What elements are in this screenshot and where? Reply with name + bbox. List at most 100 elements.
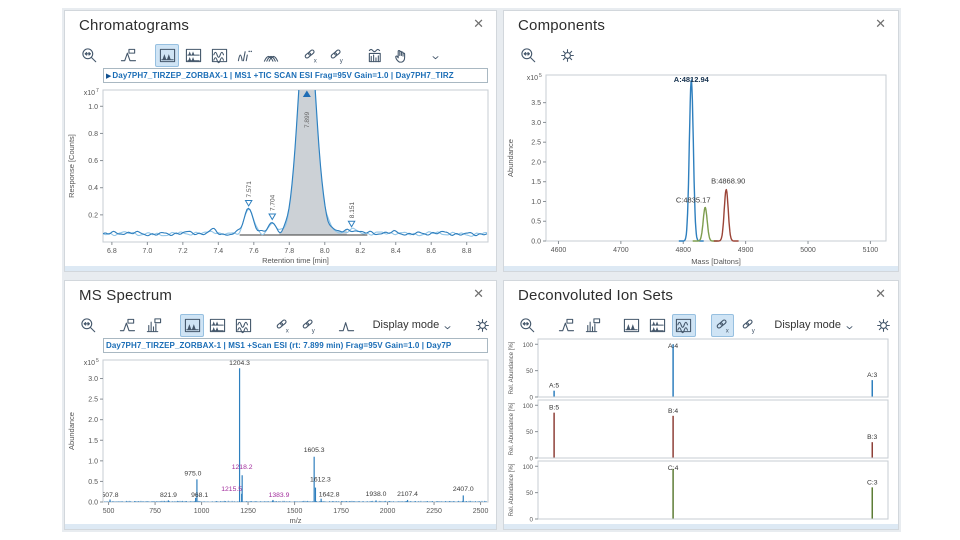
svg-text:50: 50	[526, 368, 533, 375]
stacked-mode-icon[interactable]	[181, 44, 205, 67]
overlay-curves-mode-icon[interactable]	[259, 44, 283, 67]
components-plot[interactable]: 4600 4700 4800 4900 5000 5100 0.0 0.5 1.0 1.5 2.0 2…	[504, 67, 898, 267]
svg-text:B:4868.90: B:4868.90	[711, 177, 745, 186]
svg-text:0.5: 0.5	[88, 479, 98, 486]
ion-sets-plot[interactable]: 0 50 100 Rel. Abundance [%] A:5 A:4 A:3 0 50 100 R…	[504, 337, 898, 527]
stacked-overlap-mode-icon[interactable]	[207, 44, 231, 67]
svg-text:1383.9: 1383.9	[269, 492, 290, 499]
svg-text:1000: 1000	[194, 508, 210, 515]
svg-text:821.9: 821.9	[160, 492, 177, 499]
peak-region-icon[interactable]	[116, 314, 140, 337]
svg-text:Mass [Daltons]: Mass [Daltons]	[691, 257, 741, 266]
svg-text:x: x	[726, 327, 729, 333]
caret-down-icon[interactable]	[440, 314, 455, 337]
svg-text:1.5: 1.5	[88, 438, 98, 445]
components-close-button[interactable]: ✕	[875, 16, 886, 31]
svg-text:7.0: 7.0	[142, 248, 152, 255]
svg-text:y: y	[339, 57, 343, 63]
ms-spectrum-close-button[interactable]: ✕	[473, 286, 484, 301]
display-mode-button[interactable]: Display mode	[774, 319, 842, 331]
caret-down-icon[interactable]	[428, 44, 443, 67]
ion-sets-footer	[504, 524, 898, 529]
chromatograms-footer	[65, 266, 496, 271]
chromatogram-plot[interactable]: 6.8 7.0 7.2 7.4 7.6 7.8 8.0 8.2 8.4 8.6 8.8 0.2 0.4 0…	[65, 84, 496, 266]
svg-text:1.0: 1.0	[531, 199, 541, 206]
svg-text:8.0: 8.0	[320, 248, 330, 255]
zoom-out-icon[interactable]	[77, 314, 101, 337]
svg-text:1500: 1500	[287, 508, 303, 515]
svg-text:1218.2: 1218.2	[232, 464, 253, 471]
svg-text:A:5: A:5	[549, 383, 559, 390]
svg-text:100: 100	[523, 403, 534, 410]
histogram-flag-icon[interactable]	[141, 314, 165, 337]
svg-text:Rel. Abundance [%]: Rel. Abundance [%]	[509, 341, 515, 394]
baseline-peak-icon[interactable]	[335, 314, 359, 337]
ion-sets-close-button[interactable]: ✕	[875, 286, 886, 301]
hand-icon[interactable]	[389, 44, 413, 67]
svg-text:8.2: 8.2	[355, 248, 365, 255]
svg-text:7.571: 7.571	[246, 181, 253, 198]
settings-icon[interactable]	[872, 314, 896, 337]
display-mode-button[interactable]: Display mode	[372, 319, 440, 331]
overlay-mode-icon[interactable]	[620, 314, 644, 337]
ms-spectrum-footer	[65, 524, 496, 529]
svg-text:0.4: 0.4	[88, 185, 98, 192]
stacked-mode-icon[interactable]	[646, 314, 670, 337]
zoom-out-icon[interactable]	[77, 44, 101, 67]
svg-text:C:4: C:4	[668, 465, 679, 472]
svg-text:m/z: m/z	[289, 516, 301, 525]
chromatogram-trace-header[interactable]: ▶ Day7PH7_TIRZEP_ZORBAX-1 | MS1 +TIC SCA…	[103, 68, 488, 83]
svg-text:0.0: 0.0	[531, 239, 541, 246]
components-title: Components	[518, 17, 606, 34]
svg-text:Retention time [min]: Retention time [min]	[262, 256, 329, 265]
ms-spectrum-trace-header[interactable]: Day7PH7_TIRZEP_ZORBAX-1 | MS1 +Scan ESI …	[103, 338, 488, 353]
caret-down-icon[interactable]	[842, 314, 857, 337]
svg-text:Abundance: Abundance	[506, 139, 515, 177]
svg-text:3.0: 3.0	[88, 376, 98, 383]
unlink-x-icon[interactable]: x	[298, 44, 322, 67]
peak-region-icon[interactable]	[116, 44, 140, 67]
ion-sets-panel: Deconvoluted Ion Sets ✕ x y Display mode 0…	[503, 280, 899, 530]
svg-text:7: 7	[96, 88, 99, 94]
svg-text:A:3: A:3	[867, 372, 877, 379]
svg-text:500: 500	[103, 508, 115, 515]
unlink-x-icon[interactable]: x	[710, 313, 735, 337]
settings-icon[interactable]	[555, 44, 579, 67]
svg-text:B:5: B:5	[549, 405, 559, 412]
histogram-flag-icon[interactable]	[581, 314, 605, 337]
svg-text:Abundance: Abundance	[67, 412, 76, 450]
settings-icon[interactable]	[470, 314, 494, 337]
zoom-out-icon[interactable]	[516, 314, 540, 337]
zoom-out-icon[interactable]	[516, 44, 540, 67]
overlay-mode-icon[interactable]	[155, 43, 179, 67]
svg-text:x10: x10	[527, 75, 538, 82]
svg-text:5100: 5100	[863, 247, 879, 254]
peak-region-icon[interactable]	[555, 314, 579, 337]
ms-spectrum-plot[interactable]: 500 750 1000 1250 1500 1750 2000 2250 2500 0.0 0.5…	[65, 354, 496, 526]
svg-text:3.0: 3.0	[531, 120, 541, 127]
chromatograms-close-button[interactable]: ✕	[473, 16, 484, 31]
line-points-mode-icon[interactable]	[233, 44, 257, 67]
stacked-mode-icon[interactable]	[206, 314, 230, 337]
link-y-icon[interactable]: y	[324, 44, 348, 67]
wave-histogram-icon[interactable]	[363, 44, 387, 67]
components-panel: Components ✕ 4600 4700 4800 4900 5000 5100 0.0…	[503, 10, 899, 272]
unlink-x-icon[interactable]: x	[270, 314, 294, 337]
svg-text:2250: 2250	[426, 508, 442, 515]
svg-text:8.151: 8.151	[349, 202, 356, 219]
stacked-overlap-mode-icon[interactable]	[671, 313, 696, 337]
svg-text:Rel. Abundance [%]: Rel. Abundance [%]	[509, 402, 515, 455]
overlay-mode-icon[interactable]	[180, 313, 204, 337]
link-y-icon[interactable]: y	[296, 314, 320, 337]
svg-text:2.5: 2.5	[531, 140, 541, 147]
svg-text:2000: 2000	[380, 508, 396, 515]
ion-sets-toolbar: x y Display mode	[504, 311, 898, 337]
link-y-icon[interactable]: y	[736, 314, 760, 337]
svg-text:1750: 1750	[333, 508, 349, 515]
stacked-overlap-mode-icon[interactable]	[232, 314, 256, 337]
svg-text:0: 0	[530, 456, 534, 463]
svg-text:5: 5	[539, 73, 542, 79]
svg-text:1.5: 1.5	[531, 179, 541, 186]
svg-text:x: x	[285, 327, 288, 333]
svg-text:2.0: 2.0	[88, 417, 98, 424]
